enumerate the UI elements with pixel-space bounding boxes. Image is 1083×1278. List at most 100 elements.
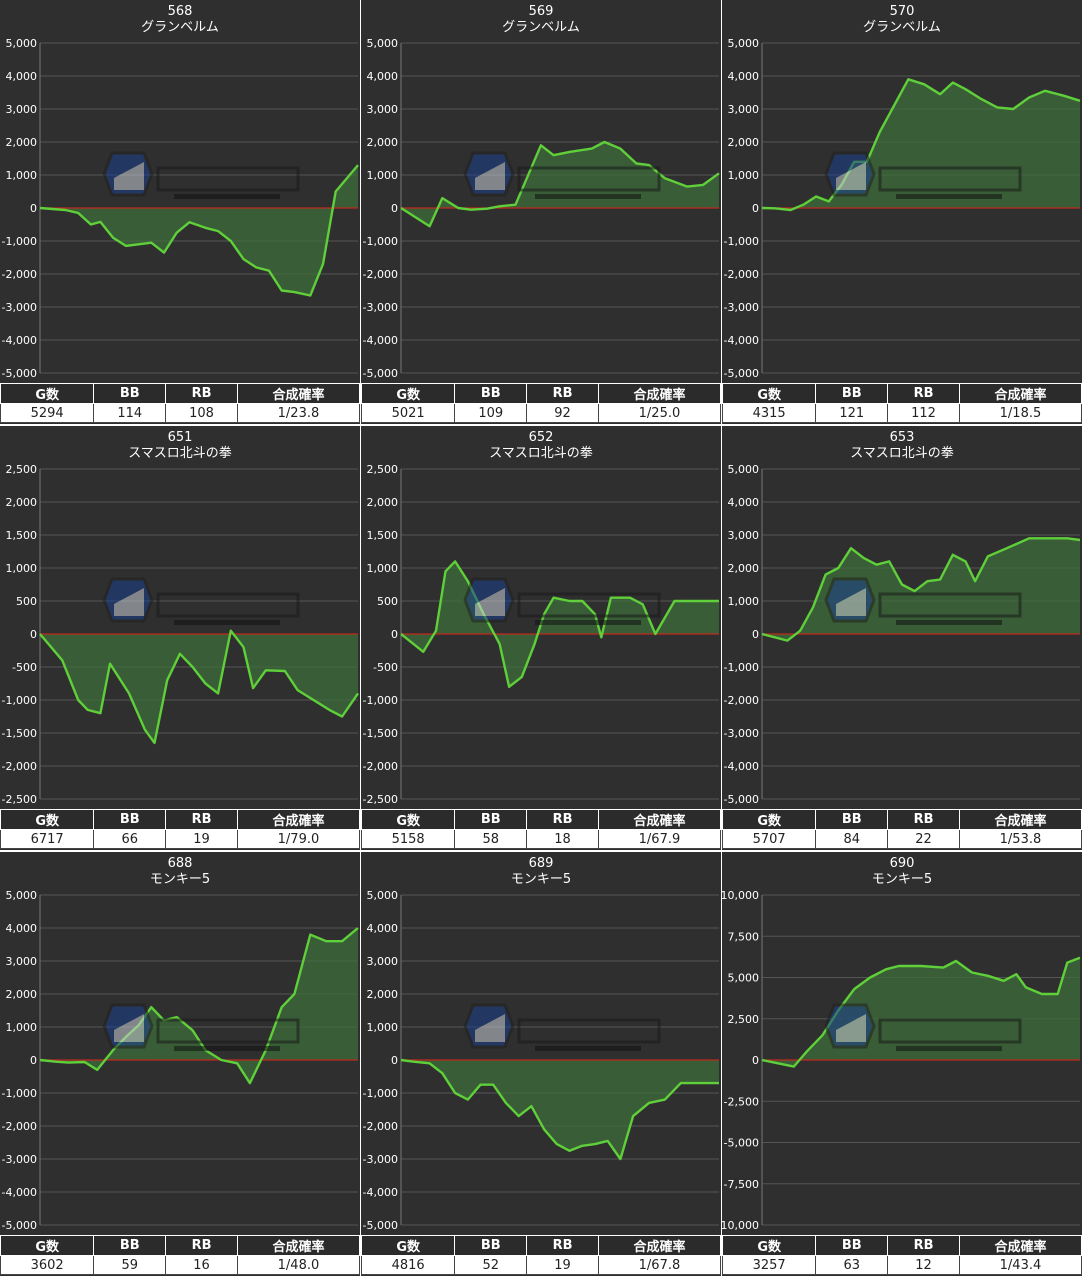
y-tick-label: 0: [752, 628, 759, 641]
panel-header: 568 グランベルム: [0, 0, 360, 40]
y-tick-label: 4,000: [6, 70, 38, 83]
y-tick-label: 2,000: [6, 988, 38, 1001]
balance-area: [40, 630, 358, 743]
y-tick-label: -2,000: [363, 760, 398, 773]
stats-value-rb: 92: [526, 403, 599, 423]
balance-line: [39, 164, 359, 297]
stats-table: G数 BB RB 合成確率 3257 63 12 1/43.4: [721, 1235, 1083, 1275]
stats-header-row: G数 BB RB 合成確率: [360, 1235, 722, 1256]
balance-chart: 5,000 4,000 3,000 2,000 1,000 0 -1,000 -2,000 -3…: [363, 37, 720, 380]
stats-header-rb: RB: [887, 809, 960, 830]
y-tick-label: -4,000: [363, 1186, 398, 1199]
balance-line: [39, 927, 359, 1085]
y-tick-label: 2,000: [728, 136, 760, 149]
y-tick-label: -5,000: [2, 1219, 37, 1232]
y-tick-label: 0: [30, 628, 37, 641]
balance-chart: 5,000 4,000 3,000 2,000 1,000 0 -1,000 -2,000 -3…: [363, 889, 719, 1232]
watermark-logo: [822, 150, 1022, 200]
watermark-logo: [822, 1002, 1022, 1052]
stats-value-row: 3602 59 16 1/48.0: [0, 1255, 361, 1275]
stats-value-row: 5021 109 92 1/25.0: [360, 403, 722, 423]
stats-header-prob: 合成確率: [597, 1235, 722, 1256]
y-tick-label: -2,500: [724, 1095, 759, 1108]
y-tick-label: -4,000: [724, 760, 759, 773]
stats-header-row: G数 BB RB 合成確率: [0, 383, 361, 404]
watermark-logo: [100, 150, 300, 200]
y-tick-label: -2,000: [724, 694, 759, 707]
stats-value-rb: 108: [165, 403, 238, 423]
stats-value-rb: 16: [165, 1255, 238, 1275]
y-tick-label: 0: [30, 202, 37, 215]
stats-value-row: 5158 58 18 1/67.9: [360, 829, 722, 849]
stats-header-bb: BB: [93, 383, 167, 404]
machine-panel-568: 568 グランベルム 5,000 4,000 3,000 2,000 1,000 0 -1,00…: [0, 0, 361, 424]
y-tick-label: -1,000: [2, 694, 37, 707]
stats-value-bb: 66: [93, 829, 167, 849]
stats-header-prob: 合成確率: [597, 809, 722, 830]
y-tick-label: -3,000: [363, 1153, 398, 1166]
stats-value-rb: 19: [165, 829, 238, 849]
y-tick-label: -1,000: [363, 694, 398, 707]
y-tick-label: 1,000: [6, 562, 38, 575]
machine-panel-690: 690 モンキー5 10,000 7,500 5,000 2,500 0 -2,500 -5,0…: [721, 852, 1083, 1276]
stats-value-g: 4315: [721, 403, 817, 423]
y-tick-label: 2,500: [728, 1013, 760, 1026]
stats-header-prob: 合成確率: [236, 1235, 361, 1256]
stats-header-row: G数 BB RB 合成確率: [721, 809, 1083, 830]
stats-header-rb: RB: [165, 383, 238, 404]
stats-table: G数 BB RB 合成確率 5021 109 92 1/25.0: [360, 383, 722, 423]
balance-line: [39, 629, 359, 745]
machine-name: モンキー5: [871, 872, 933, 887]
y-tick-label: -5,000: [724, 1137, 759, 1150]
stats-table: G数 BB RB 合成確率 5294 114 108 1/23.8: [0, 383, 361, 423]
y-tick-label: 0: [391, 628, 398, 641]
y-tick-label: 0: [752, 1054, 759, 1067]
machine-number: 569: [528, 4, 554, 19]
stats-header-g: G数: [360, 1235, 456, 1256]
y-tick-label: 5,000: [6, 889, 38, 902]
y-tick-label: -1,000: [724, 661, 759, 674]
stats-value-row: 4315 121 112 1/18.5: [721, 403, 1083, 423]
machine-panel-651: 651 スマスロ北斗の拳 2,500 2,000 1,500 1,000 500 0 -500-…: [0, 426, 361, 850]
y-tick-label: 5,000: [728, 37, 760, 50]
watermark-logo: [461, 576, 661, 626]
stats-header-g: G数: [721, 1235, 817, 1256]
y-tick-label: 500: [377, 595, 398, 608]
watermark-logo: [461, 150, 661, 200]
stats-header-rb: RB: [165, 1235, 238, 1256]
stats-value-g: 4816: [360, 1255, 456, 1275]
panel-header: 651 スマスロ北斗の拳: [0, 426, 360, 466]
y-tick-label: 3,000: [728, 103, 760, 116]
y-tick-label: 4,000: [728, 496, 760, 509]
machine-number: 653: [889, 430, 915, 445]
stats-value-g: 5021: [360, 403, 456, 423]
y-tick-label: 5,000: [728, 972, 760, 985]
y-tick-label: 5,000: [728, 463, 760, 476]
stats-header-rb: RB: [887, 1235, 960, 1256]
stats-header-rb: RB: [165, 809, 238, 830]
y-tick-label: -10,000: [722, 1219, 759, 1232]
panel-header: 690 モンキー5: [722, 852, 1082, 892]
stats-value-row: 4816 52 19 1/67.8: [360, 1255, 722, 1275]
stats-header-prob: 合成確率: [958, 383, 1083, 404]
y-tick-label: -3,000: [724, 727, 759, 740]
balance-line: [761, 78, 1081, 212]
panel-header: 689 モンキー5: [361, 852, 721, 892]
panel-header: 653 スマスロ北斗の拳: [722, 426, 1082, 466]
y-tick-label: 3,000: [367, 955, 399, 968]
stats-value-prob: 1/23.8: [236, 403, 361, 423]
stats-value-bb: 52: [454, 1255, 528, 1275]
stats-value-row: 6717 66 19 1/79.0: [0, 829, 361, 849]
machine-number: 568: [167, 4, 193, 19]
stats-value-g: 5294: [0, 403, 95, 423]
y-tick-label: -5,000: [724, 793, 759, 806]
stats-value-prob: 1/18.5: [958, 403, 1083, 423]
stats-header-bb: BB: [815, 383, 889, 404]
y-tick-label: -1,000: [2, 1087, 37, 1100]
machine-name: モンキー5: [149, 872, 211, 887]
stats-header-bb: BB: [454, 383, 528, 404]
stats-value-bb: 58: [454, 829, 528, 849]
y-tick-label: 10,000: [722, 889, 759, 902]
machine-number: 570: [889, 4, 915, 19]
